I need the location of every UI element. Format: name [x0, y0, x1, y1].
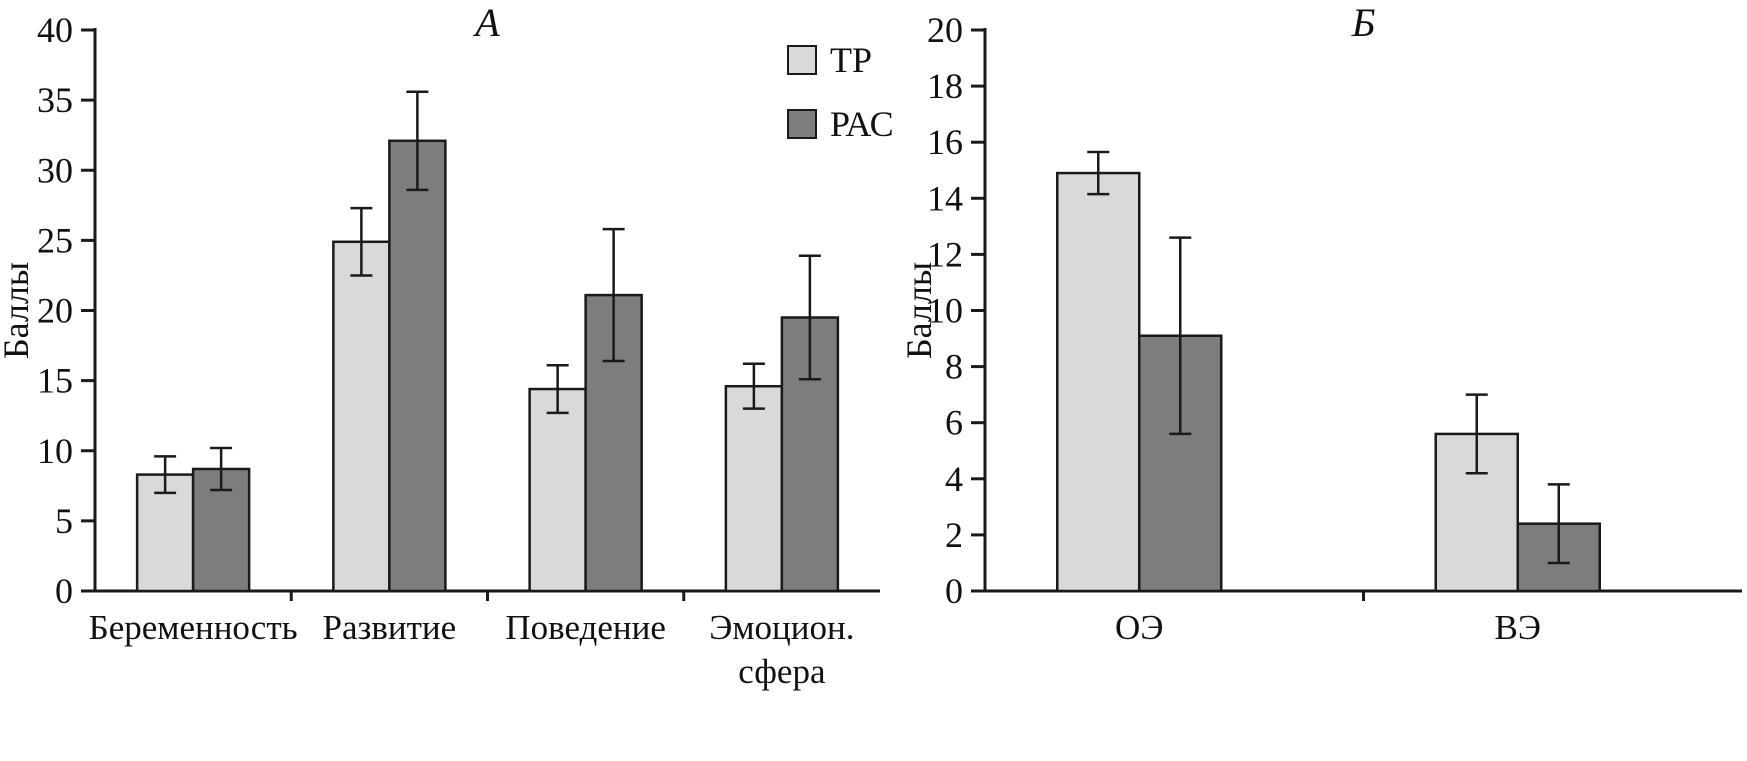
y-tick-label: 6 [945, 403, 963, 443]
y-tick-label: 4 [945, 459, 963, 499]
y-tick-label: 35 [37, 80, 73, 120]
y-tick-label: 8 [945, 347, 963, 387]
y-tick-label: 25 [37, 220, 73, 260]
y-tick-label: 2 [945, 515, 963, 555]
chart-panel-a: 0 5 10 15 20 25 30 35 40 Баллы А Беременность Развит… [0, 0, 894, 691]
category-label: ОЭ [1115, 608, 1163, 647]
y-tick-label: 10 [927, 291, 963, 331]
legend-swatch-РАС [787, 109, 817, 139]
y-axis-title: Баллы [905, 262, 939, 359]
y-tick-label: 5 [55, 501, 73, 541]
y-tick-label: 0 [55, 571, 73, 611]
y-tick-label: 20 [37, 291, 73, 331]
chart-panel-b: 0 2 4 6 8 10 12 14 16 18 20 Баллы Б ОЭ ВЭ [905, 0, 1742, 647]
category-label: Развитие [323, 608, 457, 647]
y-tick-label: 0 [945, 571, 963, 611]
y-tick-label: 30 [37, 150, 73, 190]
bar-ТР-3 [724, 384, 784, 593]
y-axis-title: Баллы [0, 262, 36, 359]
category-label: Поведение [505, 608, 666, 647]
legend-label-РАС: РАС [830, 104, 894, 144]
y-tick-label: 20 [927, 10, 963, 50]
y-tick-label: 12 [927, 234, 963, 274]
y-tick-label: 15 [37, 361, 73, 401]
panel-title: Б [1351, 0, 1376, 45]
panel-title: А [472, 0, 500, 45]
y-tick-label: 16 [927, 122, 963, 162]
legend-label-ТР: ТР [830, 40, 872, 80]
y-tick-label: 14 [927, 178, 963, 218]
y-tick-label: 40 [37, 10, 73, 50]
bar-ТР-1 [332, 240, 391, 593]
legend-swatch-ТР [787, 45, 817, 75]
bar-ТР-2 [528, 387, 587, 593]
bar-РАС-1 [388, 139, 447, 593]
bar-ТР-0 [1056, 171, 1141, 593]
category-label: сфера [738, 652, 826, 691]
category-label: ВЭ [1495, 608, 1541, 647]
category-label: Эмоцион. [709, 608, 854, 647]
y-tick-label: 18 [927, 66, 963, 106]
y-tick-label: 10 [37, 431, 73, 471]
category-label: Беременность [89, 608, 298, 647]
bar-РАС-2 [584, 293, 643, 593]
